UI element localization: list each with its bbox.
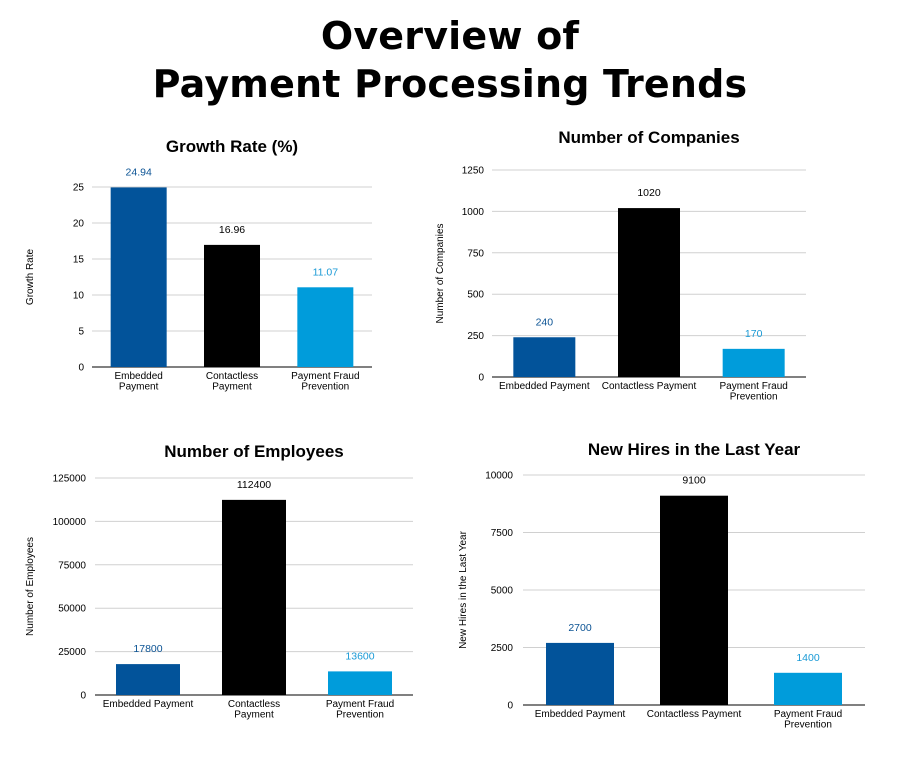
y-axis-label: Number of Companies (435, 223, 446, 323)
y-tick-label: 20 (73, 219, 85, 230)
bar-contactless (660, 495, 728, 705)
x-tick-label: Payment (212, 382, 252, 393)
x-tick-label: Embedded (114, 371, 162, 382)
y-tick-label: 100000 (53, 517, 87, 528)
data-label: 13600 (345, 650, 374, 662)
x-tick-label: Payment Fraud (291, 371, 359, 382)
new-hires-chart: New Hires in the Last Year 0 2500 5000 7500 1… (458, 440, 865, 731)
y-tick-label: 75000 (58, 560, 86, 571)
x-tick-label: Prevention (784, 720, 832, 731)
x-tick-label: Contactless Payment (602, 381, 697, 392)
y-tick-label: 0 (78, 363, 84, 374)
x-tick-label: Payment (119, 382, 159, 393)
data-label: 16.96 (219, 224, 245, 236)
x-tick-label: Embedded Payment (535, 709, 626, 720)
x-tick-label: Prevention (730, 392, 778, 403)
bar-fraud (774, 672, 842, 705)
data-label: 17800 (133, 643, 162, 655)
y-tick-label: 125000 (53, 474, 87, 485)
y-tick-label: 2500 (491, 643, 514, 654)
bar-contactless (204, 244, 260, 367)
y-axis-label: Growth Rate (25, 248, 36, 305)
x-tick-label: Prevention (301, 382, 349, 393)
chart-title: Growth Rate (%) (166, 137, 298, 156)
data-label: 1020 (637, 187, 661, 199)
y-tick-label: 0 (478, 373, 484, 384)
x-tick-label: Contactless Payment (647, 709, 742, 720)
x-tick-label: Embedded Payment (103, 699, 194, 710)
y-tick-label: 1000 (462, 207, 485, 218)
y-tick-label: 7500 (491, 528, 514, 539)
bar-embedded (116, 664, 180, 695)
x-tick-label: Payment Fraud (719, 381, 787, 392)
y-axis-label: New Hires in the Last Year (458, 530, 469, 649)
y-axis-label: Number of Employees (25, 537, 36, 636)
number-of-companies-chart: Number of Companies 0 250 500 750 1000 1250 Num… (435, 128, 806, 403)
data-label: 24.94 (126, 166, 152, 178)
data-label: 1400 (796, 652, 820, 664)
bar-embedded (513, 337, 576, 377)
y-tick-label: 25 (73, 183, 85, 194)
data-label: 2700 (568, 622, 592, 634)
x-tick-label: Payment Fraud (326, 699, 394, 710)
y-tick-label: 750 (467, 248, 484, 259)
y-tick-label: 250 (467, 331, 484, 342)
page-title-line-1: Overview of (320, 14, 580, 58)
y-tick-label: 500 (467, 290, 484, 301)
x-tick-label: Payment Fraud (774, 709, 842, 720)
bar-fraud (328, 671, 392, 695)
bar-fraud (722, 348, 785, 377)
page-title-line-2: Payment Processing Trends (152, 62, 748, 106)
number-of-employees-chart: Number of Employees 0 25000 50000 75000 10000… (25, 442, 413, 721)
bar-embedded (546, 642, 614, 705)
data-label: 11.07 (313, 266, 339, 278)
y-tick-label: 10000 (485, 471, 513, 482)
x-tick-label: Payment (234, 710, 274, 721)
data-label: 170 (745, 328, 763, 340)
y-tick-label: 1250 (462, 166, 485, 177)
data-label: 112400 (237, 479, 271, 491)
bar-fraud (297, 287, 354, 367)
y-tick-label: 25000 (58, 647, 86, 658)
page-title: Overview of Payment Processing Trends (0, 12, 900, 108)
x-tick-label: Contactless (228, 699, 280, 710)
chart-title: New Hires in the Last Year (588, 440, 801, 459)
y-tick-label: 10 (73, 291, 85, 302)
y-tick-label: 15 (73, 255, 85, 266)
bar-contactless (222, 499, 286, 695)
x-tick-label: Contactless (206, 371, 258, 382)
x-tick-label: Prevention (336, 710, 384, 721)
data-label: 9100 (682, 475, 706, 487)
y-tick-label: 5000 (491, 586, 514, 597)
y-tick-label: 0 (80, 691, 86, 702)
bar-embedded (110, 187, 167, 367)
growth-rate-chart: Growth Rate (%) 0 5 10 15 20 25 Growth Rate 24.9… (25, 137, 372, 393)
chart-title: Number of Companies (558, 128, 739, 147)
x-tick-label: Embedded Payment (499, 381, 590, 392)
chart-title: Number of Employees (164, 442, 344, 461)
y-tick-label: 50000 (58, 604, 86, 615)
data-label: 240 (536, 316, 554, 328)
y-tick-label: 0 (507, 701, 513, 712)
bar-contactless (618, 208, 680, 377)
y-tick-label: 5 (78, 327, 84, 338)
